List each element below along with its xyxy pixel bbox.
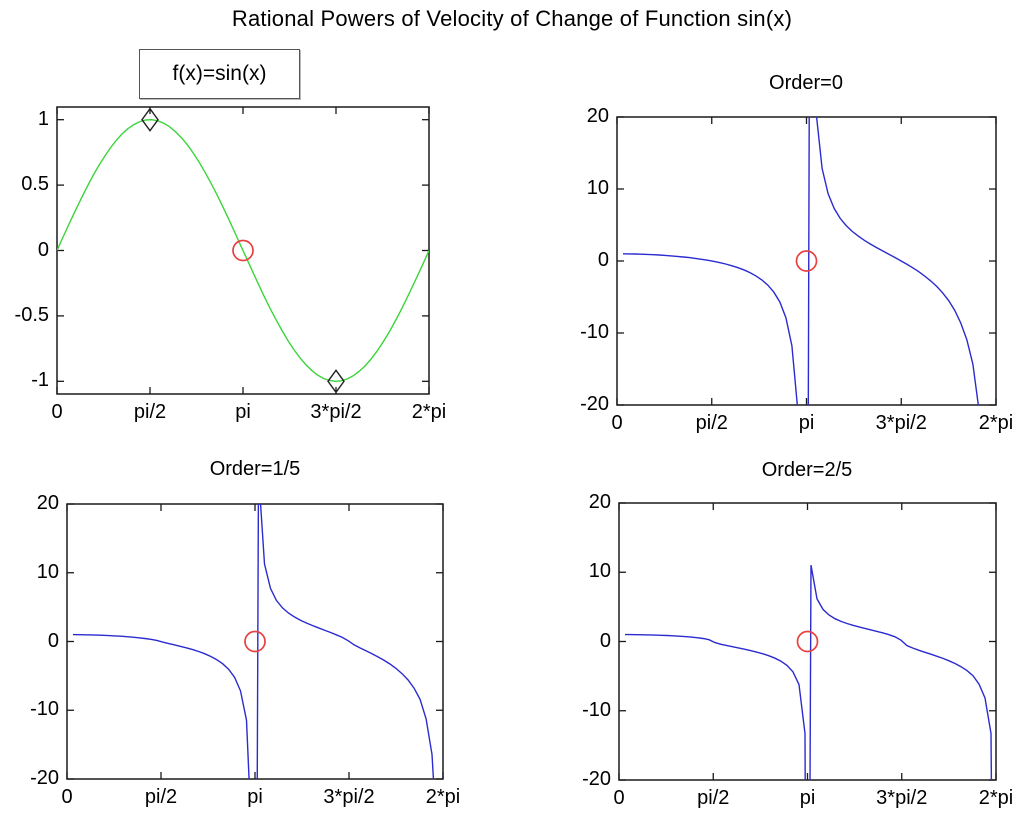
- x-tick-label: pi/2: [697, 787, 730, 809]
- panel-sin-title: f(x)=sin(x): [139, 49, 300, 99]
- x-tick-label: pi: [798, 412, 815, 434]
- x-tick-label: 0: [61, 786, 73, 808]
- circle-marker: [232, 239, 254, 262]
- y-tick-label: 10: [588, 560, 611, 583]
- diamond-marker: [327, 369, 345, 394]
- axes-box: [618, 502, 997, 781]
- y-tick-label: 0.5: [21, 173, 49, 196]
- y-tick-label: 10: [586, 177, 609, 199]
- y-tick-label: 20: [586, 105, 609, 127]
- axes-box: [66, 503, 444, 780]
- x-tick-label: 0: [51, 401, 63, 423]
- axes-box: [616, 116, 997, 406]
- circle-marker: [244, 630, 266, 653]
- y-tick-label: 1: [37, 107, 49, 130]
- y-tick-label: -20: [580, 393, 609, 415]
- y-tick-label: -20: [582, 768, 611, 790]
- x-tick-label: 3*pi/2: [875, 412, 927, 434]
- x-tick-label: 0: [611, 412, 623, 434]
- y-tick-label: -1: [31, 369, 49, 392]
- panel-order0-title: Order=0: [769, 72, 843, 94]
- x-tick-label: pi: [799, 787, 816, 809]
- panel-order25: [618, 502, 997, 781]
- y-tick-label: -10: [30, 698, 59, 721]
- curve-order25: [625, 564, 993, 780]
- x-tick-label: 2*pi: [978, 787, 1014, 809]
- curve-order0: [622, 117, 980, 405]
- diamond-marker: [141, 107, 159, 132]
- x-tick-label: pi: [235, 401, 251, 423]
- y-tick-label: 20: [588, 491, 611, 513]
- y-tick-label: 20: [36, 492, 59, 514]
- panel-order15: [66, 503, 444, 780]
- panel-sin: [56, 106, 430, 395]
- y-tick-label: 0: [47, 629, 59, 652]
- y-tick-label: 0: [37, 238, 49, 261]
- x-tick-label: 2*pi: [978, 412, 1014, 434]
- x-tick-label: 2*pi: [411, 401, 447, 423]
- panel-order25-title: Order=2/5: [761, 459, 853, 481]
- y-tick-label: -10: [582, 698, 611, 721]
- y-tick-label: -10: [580, 321, 609, 343]
- circle-marker: [795, 250, 818, 272]
- y-tick-label: 0: [597, 249, 609, 271]
- x-tick-label: 0: [613, 787, 625, 809]
- curve-sin: [57, 118, 429, 383]
- y-tick-label: 0: [599, 629, 611, 652]
- panel-order15-title: Order=1/5: [209, 458, 301, 480]
- x-tick-label: 3*pi/2: [323, 786, 375, 808]
- x-tick-label: 3*pi/2: [876, 787, 928, 809]
- y-tick-label: -20: [30, 767, 59, 789]
- y-tick-label: -0.5: [14, 303, 49, 326]
- x-tick-label: 3*pi/2: [310, 401, 362, 423]
- curve-order15: [72, 504, 435, 779]
- x-tick-label: 2*pi: [425, 786, 461, 808]
- circle-marker: [796, 630, 819, 653]
- x-tick-label: pi/2: [133, 401, 167, 423]
- figure-title: Rational Powers of Velocity of Change of…: [231, 6, 793, 31]
- y-tick-label: 10: [36, 560, 59, 583]
- panel-order0: [616, 116, 997, 406]
- x-tick-label: pi: [247, 786, 263, 808]
- x-tick-label: pi/2: [144, 786, 178, 808]
- x-tick-label: pi/2: [695, 412, 728, 434]
